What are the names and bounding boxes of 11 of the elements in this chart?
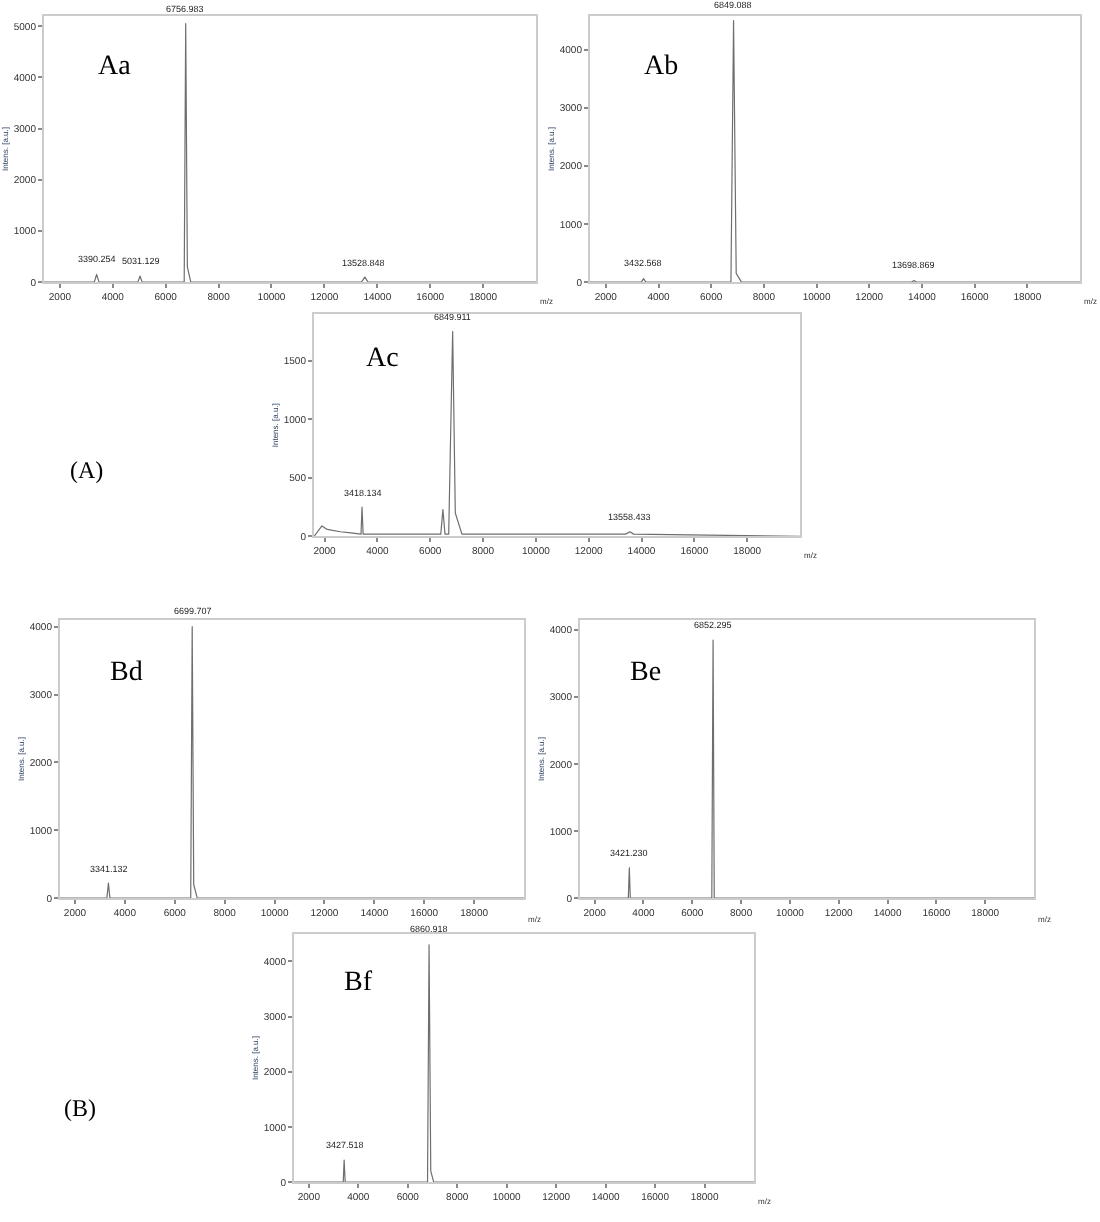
text: (B) (64, 1094, 96, 1122)
line-series (60, 626, 524, 899)
annotation: Bf (344, 968, 373, 998)
annotation: Bd (110, 658, 143, 688)
annotation: Aa (98, 52, 133, 82)
annotation: Ab (644, 52, 679, 82)
line-series (590, 19, 1080, 283)
annotation: Be (630, 658, 662, 688)
annotation: Ac (366, 344, 399, 374)
line-series (44, 22, 536, 283)
text: (A) (70, 456, 104, 484)
